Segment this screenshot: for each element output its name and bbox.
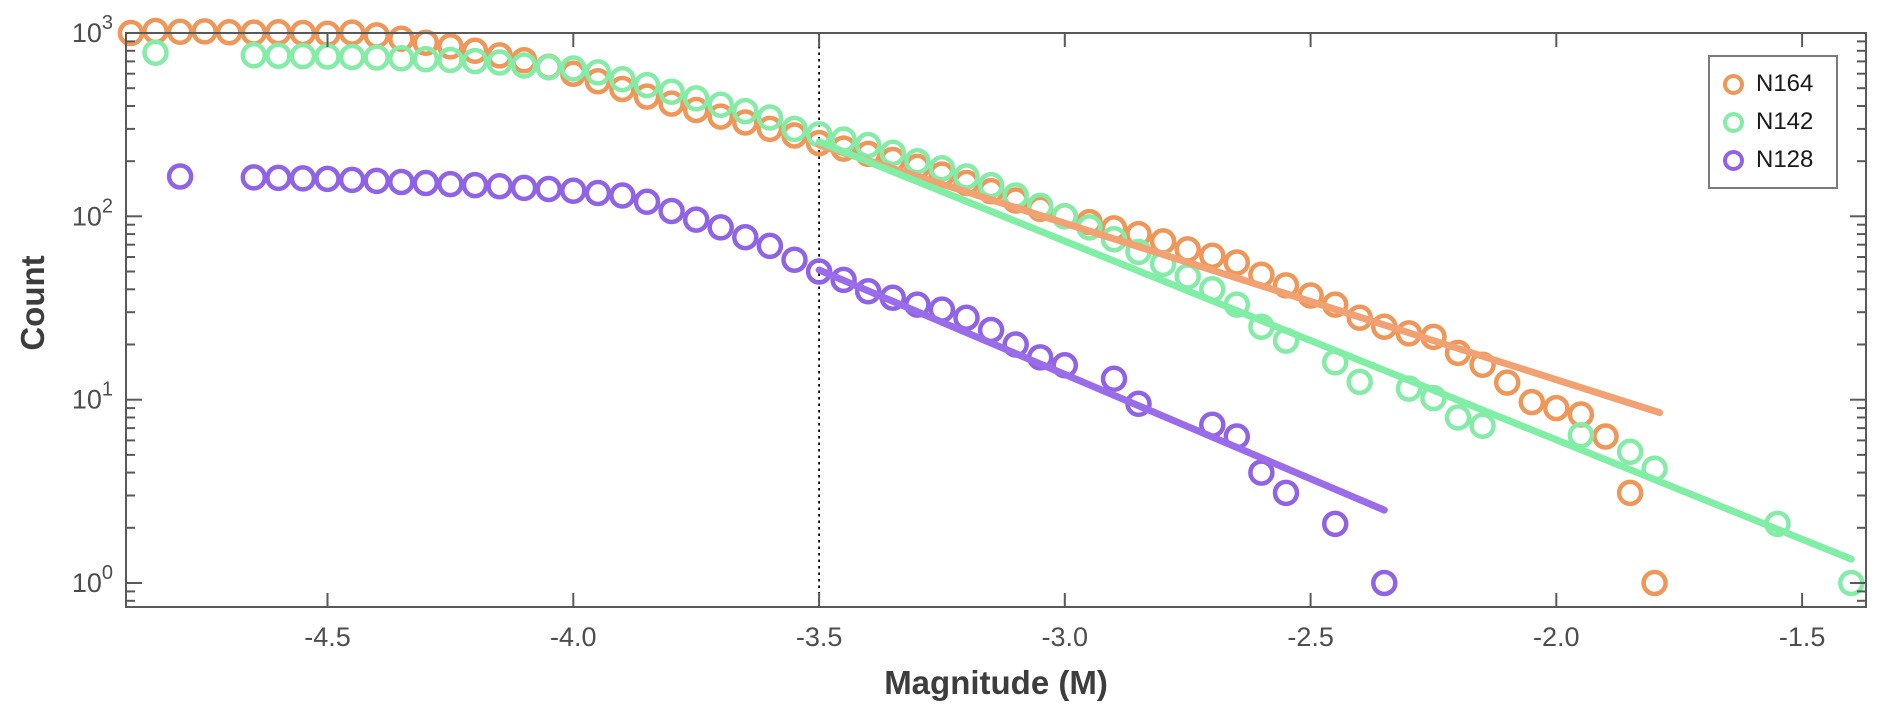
series-N142-markers xyxy=(142,39,1865,597)
x-tick-labels: -4.5 -4.0 -3.5 -3.0 -2.5 -2.0 -1.5 xyxy=(304,622,1825,652)
circle-marker-icon xyxy=(1723,73,1744,95)
series-N164-fit-line xyxy=(815,141,1664,417)
series-N128-fit-line xyxy=(815,266,1388,514)
legend-item: N142 xyxy=(1723,103,1836,141)
circle-marker-icon xyxy=(1723,149,1744,171)
svg-text:100: 100 xyxy=(72,562,113,598)
svg-text:-3.5: -3.5 xyxy=(796,622,843,652)
series-N128-markers xyxy=(166,163,1398,597)
svg-text:103: 103 xyxy=(72,12,113,48)
y-tick-labels: 100 101 102 103 xyxy=(72,12,113,598)
svg-text:-1.5: -1.5 xyxy=(1779,622,1826,652)
legend-item-label: N142 xyxy=(1756,108,1814,135)
axes-box xyxy=(125,32,1867,608)
y-axis-ticks xyxy=(126,32,1866,602)
legend-item-label: N164 xyxy=(1756,70,1814,97)
y-axis-title: Count xyxy=(14,255,51,351)
legend: N164 N142 N128 xyxy=(1708,55,1838,189)
circle-marker-icon xyxy=(1723,111,1744,133)
svg-text:-3.0: -3.0 xyxy=(1042,622,1089,652)
svg-text:-2.0: -2.0 xyxy=(1533,622,1580,652)
svg-text:101: 101 xyxy=(72,379,113,415)
svg-text:-4.5: -4.5 xyxy=(304,622,351,652)
svg-text:102: 102 xyxy=(72,195,113,231)
legend-item: N128 xyxy=(1723,141,1836,179)
legend-item: N164 xyxy=(1723,65,1836,103)
series-N142-fit-line xyxy=(815,138,1855,563)
x-axis-ticks xyxy=(326,33,1804,607)
x-axis-title: Magnitude (M) xyxy=(884,664,1108,701)
svg-text:-2.5: -2.5 xyxy=(1287,622,1334,652)
legend-item-label: N128 xyxy=(1756,146,1814,173)
svg-text:-4.0: -4.0 xyxy=(550,622,597,652)
